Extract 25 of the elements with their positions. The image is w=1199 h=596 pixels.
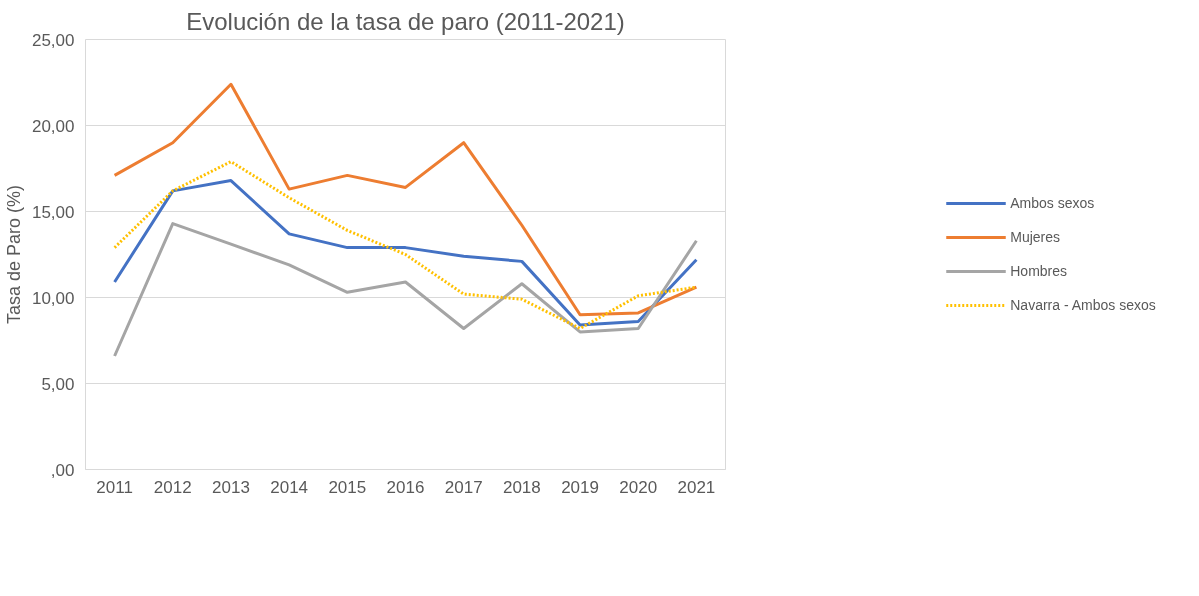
legend-label: Ambos sexos <box>1010 195 1095 211</box>
legend-label: Navarra - Ambos sexos <box>1010 297 1156 313</box>
y-tick-label: 10,00 <box>31 288 75 308</box>
x-tick-label: 2013 <box>212 477 250 497</box>
x-tick-label: 2018 <box>502 477 541 497</box>
x-tick-label: 2012 <box>153 477 192 497</box>
legend-label: Hombres <box>1010 263 1068 279</box>
line-series <box>113 222 698 358</box>
y-tick-label: ,00 <box>50 460 75 480</box>
x-tick-label: 2020 <box>619 477 658 497</box>
y-tick-label: 5,00 <box>41 374 75 394</box>
x-tick-label: 2019 <box>561 477 599 497</box>
x-tick-label: 2015 <box>328 477 367 497</box>
x-tick-label: 2011 <box>96 477 133 497</box>
y-tick-label: 20,00 <box>31 116 75 136</box>
x-tick-label: 2017 <box>444 477 483 497</box>
y-tick-label: 25,00 <box>31 30 75 50</box>
chart-title: Evolución de la tasa de paro (2011-2021) <box>186 7 625 35</box>
y-axis-title: Tasa de Paro (%) <box>3 184 24 325</box>
x-tick-label: 2021 <box>677 477 716 497</box>
line-series <box>113 82 698 317</box>
x-tick-label: 2016 <box>386 477 425 497</box>
x-tick-label: 2014 <box>270 477 309 497</box>
legend-label: Mujeres <box>1010 229 1061 245</box>
y-tick-label: 15,00 <box>31 202 75 222</box>
